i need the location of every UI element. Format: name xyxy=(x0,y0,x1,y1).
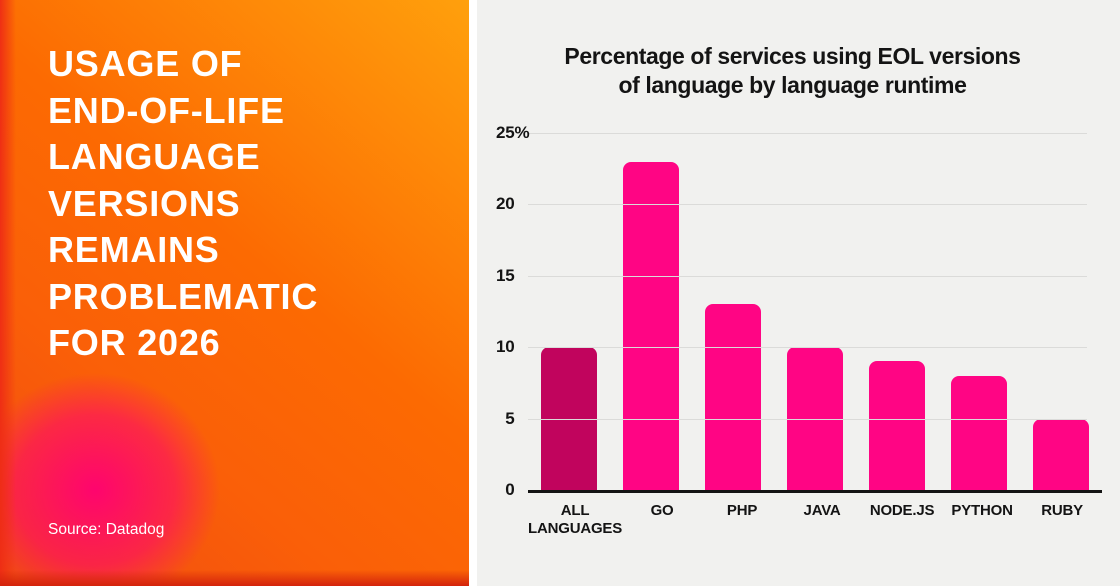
y-tick-label: 5 xyxy=(505,408,515,428)
gridline xyxy=(528,133,1087,134)
gridline xyxy=(528,275,1087,277)
chart-panel: Percentage of services using EOL version… xyxy=(477,0,1120,586)
x-labels-row: ALL LANGUAGES GO PHP JAVA NODE.JS PYTHON RUBY xyxy=(528,502,1102,538)
x-tick-label: PHP xyxy=(726,502,758,519)
x-tick-label: PYTHON xyxy=(951,502,1013,519)
x-tick-label: ALL LANGUAGES xyxy=(528,502,623,537)
y-tick-label: 0 xyxy=(505,480,515,499)
bar-go xyxy=(623,161,679,490)
y-tick-label: 25% xyxy=(495,123,530,142)
bar-column xyxy=(856,133,938,490)
gridline xyxy=(528,418,1087,420)
x-tick-label: RUBY xyxy=(1041,502,1083,519)
bar-column xyxy=(774,133,856,490)
bar-column xyxy=(610,133,692,490)
bars-row xyxy=(528,133,1102,490)
bar-php xyxy=(705,304,761,490)
x-tick-label: JAVA xyxy=(803,502,841,519)
y-tick-label: 15 xyxy=(495,265,515,285)
source-attribution: Source: Datadog xyxy=(48,521,165,538)
x-axis-line xyxy=(528,490,1102,493)
y-tick-label: 20 xyxy=(495,194,515,214)
left-gradient-panel: USAGE OF END-OF-LIFE LANGUAGE VERSIONS R… xyxy=(0,0,469,586)
y-tick-label: 10 xyxy=(495,337,515,357)
bar-column xyxy=(528,133,610,490)
gridline xyxy=(528,347,1087,349)
bar-column xyxy=(692,133,774,490)
main-title: USAGE OF END-OF-LIFE LANGUAGE VERSIONS R… xyxy=(48,43,319,363)
bar-node-js xyxy=(869,361,925,490)
x-tick-label: NODE.JS xyxy=(869,502,935,519)
bar-python xyxy=(951,375,1007,490)
plot-area: ALL LANGUAGES GO PHP JAVA NODE.JS PYTHON RUBY … xyxy=(496,123,1102,537)
bar-column xyxy=(938,133,1020,490)
bar-column xyxy=(1020,133,1102,490)
bar-ruby xyxy=(1033,418,1089,490)
gridline xyxy=(528,204,1087,206)
x-tick-label: GO xyxy=(650,502,674,519)
chart-title: Percentage of services using EOL version… xyxy=(564,43,1021,98)
